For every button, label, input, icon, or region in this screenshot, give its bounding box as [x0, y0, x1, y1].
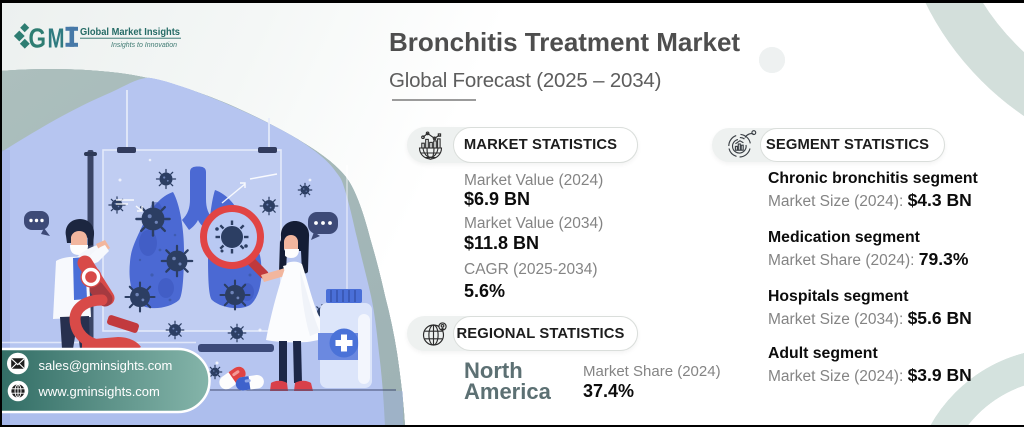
svg-text:G: G	[29, 23, 47, 54]
svg-text:Insights to Innovation: Insights to Innovation	[111, 40, 177, 49]
svg-text:www.gminsights.com: www.gminsights.com	[38, 384, 160, 399]
svg-text:Global Market Insights: Global Market Insights	[80, 26, 180, 38]
svg-text:M: M	[48, 23, 65, 54]
svg-text:sales@gminsights.com: sales@gminsights.com	[39, 358, 173, 373]
